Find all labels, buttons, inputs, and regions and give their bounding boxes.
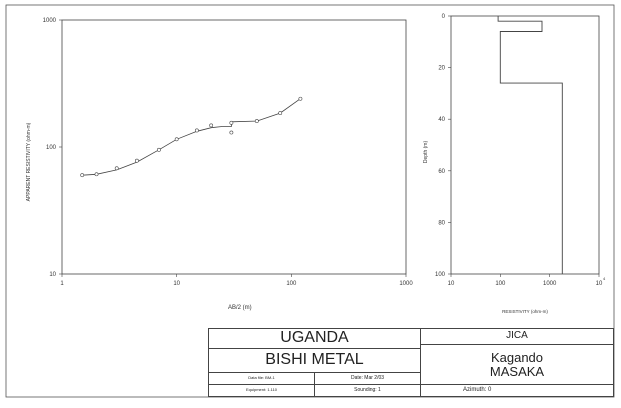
left-x-tick-label: 1000: [399, 281, 413, 287]
left-x-axis-label: AB/2 (m): [228, 305, 252, 311]
sounding-text: Sounding: 1: [354, 386, 381, 393]
right-y-tick-label: 80: [438, 220, 445, 226]
left-y-tick-label: 10: [49, 272, 56, 278]
sounding-cell: Sounding: 1: [315, 385, 421, 396]
right-y-axis-label: Depth (m): [423, 141, 429, 164]
right-y-tick-label: 40: [438, 117, 445, 123]
equipment-text: Equipment: 1.110: [245, 387, 278, 393]
measured-point: [94, 172, 99, 177]
curve-marks: 1 10 100 1000 10 100 1000: [43, 18, 414, 287]
azimuth-cell: Azimuth: 0: [421, 385, 613, 396]
right-x-tick-label: 10: [596, 281, 603, 287]
left-x-tick-label: 100: [286, 281, 297, 287]
date-text: Date: Mar 2/03: [350, 374, 385, 381]
right-x-tick-label: 1000: [543, 281, 557, 287]
measured-point: [298, 96, 303, 101]
location-cell: Kagando MASAKA: [421, 345, 613, 385]
right-y-tick-label: 0: [442, 14, 446, 20]
left-y-axis-label: APPARENT RESISTIVITY (ohm-m): [26, 122, 32, 201]
right-y-tick-label: 20: [438, 66, 445, 72]
measured-point: [174, 137, 179, 142]
left-x-tick-label: 10: [173, 281, 180, 287]
measured-point: [114, 166, 119, 171]
measured-point: [80, 173, 85, 178]
model-curve-line: [82, 98, 301, 176]
right-x-tick-label: 10: [448, 281, 455, 287]
date-cell: Date: Mar 2/03: [315, 373, 421, 385]
right-y-tick-label: 60: [438, 169, 445, 175]
measured-point: [194, 128, 199, 133]
title-block: UGANDA BISHI METAL Data file: BM-1 Date:…: [208, 328, 614, 397]
right-x-tick-exponent: 4: [603, 276, 606, 281]
measured-point: [157, 147, 161, 152]
measured-point: [278, 111, 283, 115]
measured-point: [254, 119, 259, 123]
depth-model-frame: [450, 15, 600, 275]
data-file-text: Data file: BM-1: [248, 375, 275, 381]
left-y-tick-label: 100: [46, 145, 57, 151]
data-file-cell: Data file: BM-1: [209, 373, 315, 385]
resistivity-curve-frame: [61, 19, 407, 275]
location-line1: Kagando: [490, 349, 544, 365]
org-text: JICA: [506, 330, 528, 342]
project-text: BISHI METAL: [265, 351, 364, 369]
location-line2: MASAKA: [489, 363, 545, 379]
country-text: UGANDA: [280, 329, 349, 347]
right-x-tick-label: 100: [495, 281, 506, 287]
measured-point: [229, 130, 234, 135]
measured-point: [209, 123, 214, 128]
equipment-cell: Equipment: 1.110: [209, 385, 315, 396]
left-y-tick-label: 1000: [43, 18, 57, 24]
measured-point: [135, 158, 139, 163]
left-x-tick-label: 1: [60, 281, 64, 287]
org-cell: JICA: [421, 329, 613, 345]
country-cell: UGANDA: [209, 329, 421, 349]
azimuth-text: Azimuth: 0: [463, 387, 492, 394]
layer-model-step-line: [497, 16, 563, 274]
measured-point: [229, 120, 234, 125]
sheet-frame: [5, 4, 615, 398]
project-cell: BISHI METAL: [209, 349, 421, 373]
right-y-tick-label: 100: [435, 272, 446, 278]
right-x-axis-label: RESISTIVITY (ohm-m): [502, 309, 548, 314]
